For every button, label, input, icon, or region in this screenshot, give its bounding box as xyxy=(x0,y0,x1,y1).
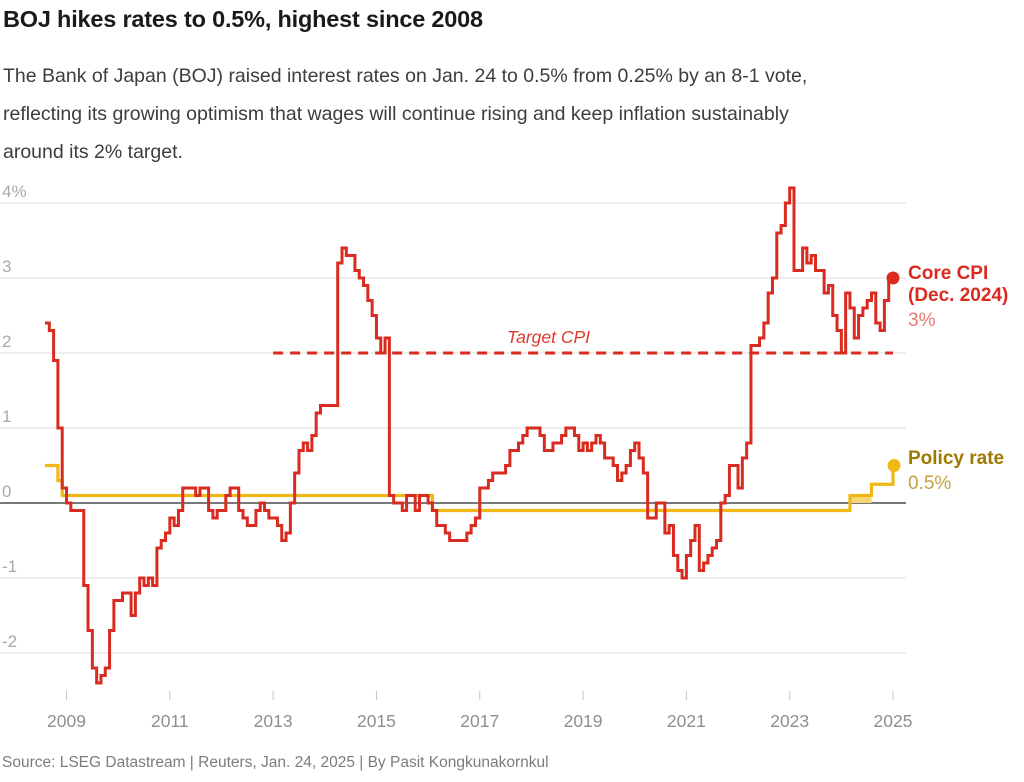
chart-area: 4% 3 2 1 0 -1 -2 2009 2011 2013 2015 2017 2019 2021 20… xyxy=(0,178,1024,740)
gridlines xyxy=(0,202,906,654)
policy-rate-legend: Policy rate 0.5% xyxy=(908,448,1004,495)
core-cpi-legend-date: (Dec. 2024) xyxy=(908,285,1009,306)
svg-text:0: 0 xyxy=(2,482,11,501)
svg-text:-1: -1 xyxy=(2,557,17,576)
target-cpi-annotation: Target CPI xyxy=(507,327,591,347)
svg-text:-2: -2 xyxy=(2,632,17,651)
policy-target-range-band xyxy=(849,495,872,503)
chart-subtitle: The Bank of Japan (BOJ) raised interest … xyxy=(3,57,807,171)
source-attribution: Source: LSEG Datastream | Reuters, Jan. … xyxy=(2,754,549,771)
policy-rate-line xyxy=(45,463,895,513)
svg-text:2013: 2013 xyxy=(254,711,293,731)
svg-text:2021: 2021 xyxy=(667,711,706,731)
svg-text:2: 2 xyxy=(2,332,11,351)
x-axis-labels: 2009 2011 2013 2015 2017 2019 2021 2023 2025 xyxy=(47,711,912,731)
policy-rate-legend-name: Policy rate xyxy=(908,448,1005,469)
svg-text:2011: 2011 xyxy=(151,711,189,731)
svg-text:2019: 2019 xyxy=(564,711,603,731)
policy-rate-endpoint-dot xyxy=(887,459,901,472)
subtitle-line-2: reflecting its growing optimism that wag… xyxy=(3,103,789,125)
svg-text:2017: 2017 xyxy=(460,711,499,731)
y-axis-labels: 4% 3 2 1 0 -1 -2 xyxy=(2,182,27,651)
core-cpi-legend: Core CPI (Dec. 2024) 3% xyxy=(908,263,1008,332)
subtitle-line-1: The Bank of Japan (BOJ) raised interest … xyxy=(3,65,808,87)
subtitle-line-3: around its 2% target. xyxy=(3,141,183,163)
core-cpi-endpoint-dot xyxy=(886,271,900,285)
svg-text:4%: 4% xyxy=(2,182,27,201)
core-cpi-line xyxy=(45,186,894,685)
svg-text:2015: 2015 xyxy=(357,711,396,731)
policy-rate-legend-value: 0.5% xyxy=(908,473,952,494)
x-axis-ticks xyxy=(66,691,894,700)
svg-text:1: 1 xyxy=(2,407,11,426)
svg-text:2023: 2023 xyxy=(770,711,809,731)
svg-text:3: 3 xyxy=(2,257,11,276)
core-cpi-legend-value: 3% xyxy=(908,310,936,331)
svg-text:2009: 2009 xyxy=(47,711,86,731)
svg-text:2025: 2025 xyxy=(874,711,913,731)
page-title: BOJ hikes rates to 0.5%, highest since 2… xyxy=(3,6,483,32)
core-cpi-legend-name: Core CPI xyxy=(908,263,989,284)
